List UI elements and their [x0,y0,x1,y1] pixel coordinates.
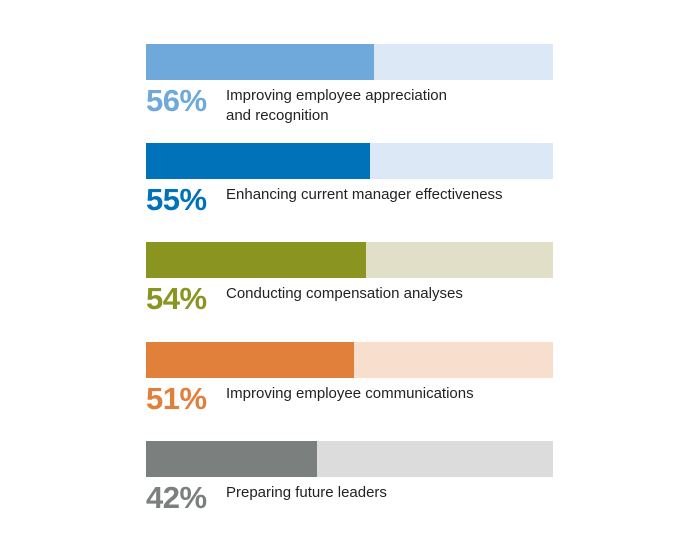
value-label: 51% [146,380,207,416]
bar [146,143,370,180]
bar [146,440,317,477]
category-label: Improving employee appreciation and reco… [226,87,447,124]
bar [146,44,374,80]
bar [146,341,354,378]
value-label: 56% [146,83,207,118]
bar [146,242,366,279]
value-label: 54% [146,281,207,317]
category-label: Improving employee communications [226,384,474,402]
value-label: 42% [146,479,207,515]
category-label: Preparing future leaders [226,483,387,501]
category-label: Conducting compensation analyses [226,285,463,303]
value-label: 55% [146,182,207,218]
category-label: Enhancing current manager effectiveness [226,186,503,204]
